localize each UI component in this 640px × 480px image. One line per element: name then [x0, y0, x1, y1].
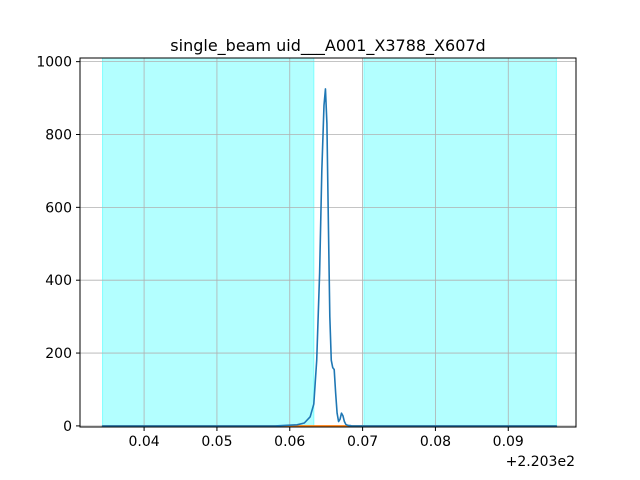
y-tick-label-3: 600: [45, 200, 72, 216]
x-tick-label-2: 0.06: [274, 434, 305, 450]
x-tick-label-3: 0.07: [347, 434, 378, 450]
y-tick-label-1: 200: [45, 346, 72, 362]
x-tick-label-1: 0.05: [201, 434, 232, 450]
shaded-region-2: [363, 57, 557, 428]
x-tick-label-5: 0.09: [493, 434, 524, 450]
x-ticks: 0.04 0.05 0.06 0.07 0.08 0.09: [129, 427, 524, 450]
x-tick-label-4: 0.08: [420, 434, 451, 450]
y-tick-label-2: 400: [45, 273, 72, 289]
shaded-regions: [102, 57, 557, 428]
plot-frame: [79, 57, 577, 428]
y-tick-label-4: 800: [45, 127, 72, 143]
x-tick-label-0: 0.04: [129, 434, 160, 450]
series-line-1: [101, 88, 558, 427]
y-tick-label-5: 1000: [36, 55, 72, 71]
y-tick-label-0: 0: [63, 419, 72, 435]
y-ticks: 0 200 400 600 800 1000: [36, 55, 80, 435]
x-axis-offset-label: +2.203e2: [506, 454, 575, 470]
chart-title: single_beam uid___A001_X3788_X607d: [170, 36, 485, 56]
shaded-region-1: [102, 57, 315, 428]
series-lines: [101, 88, 558, 427]
axes: [79, 57, 577, 428]
